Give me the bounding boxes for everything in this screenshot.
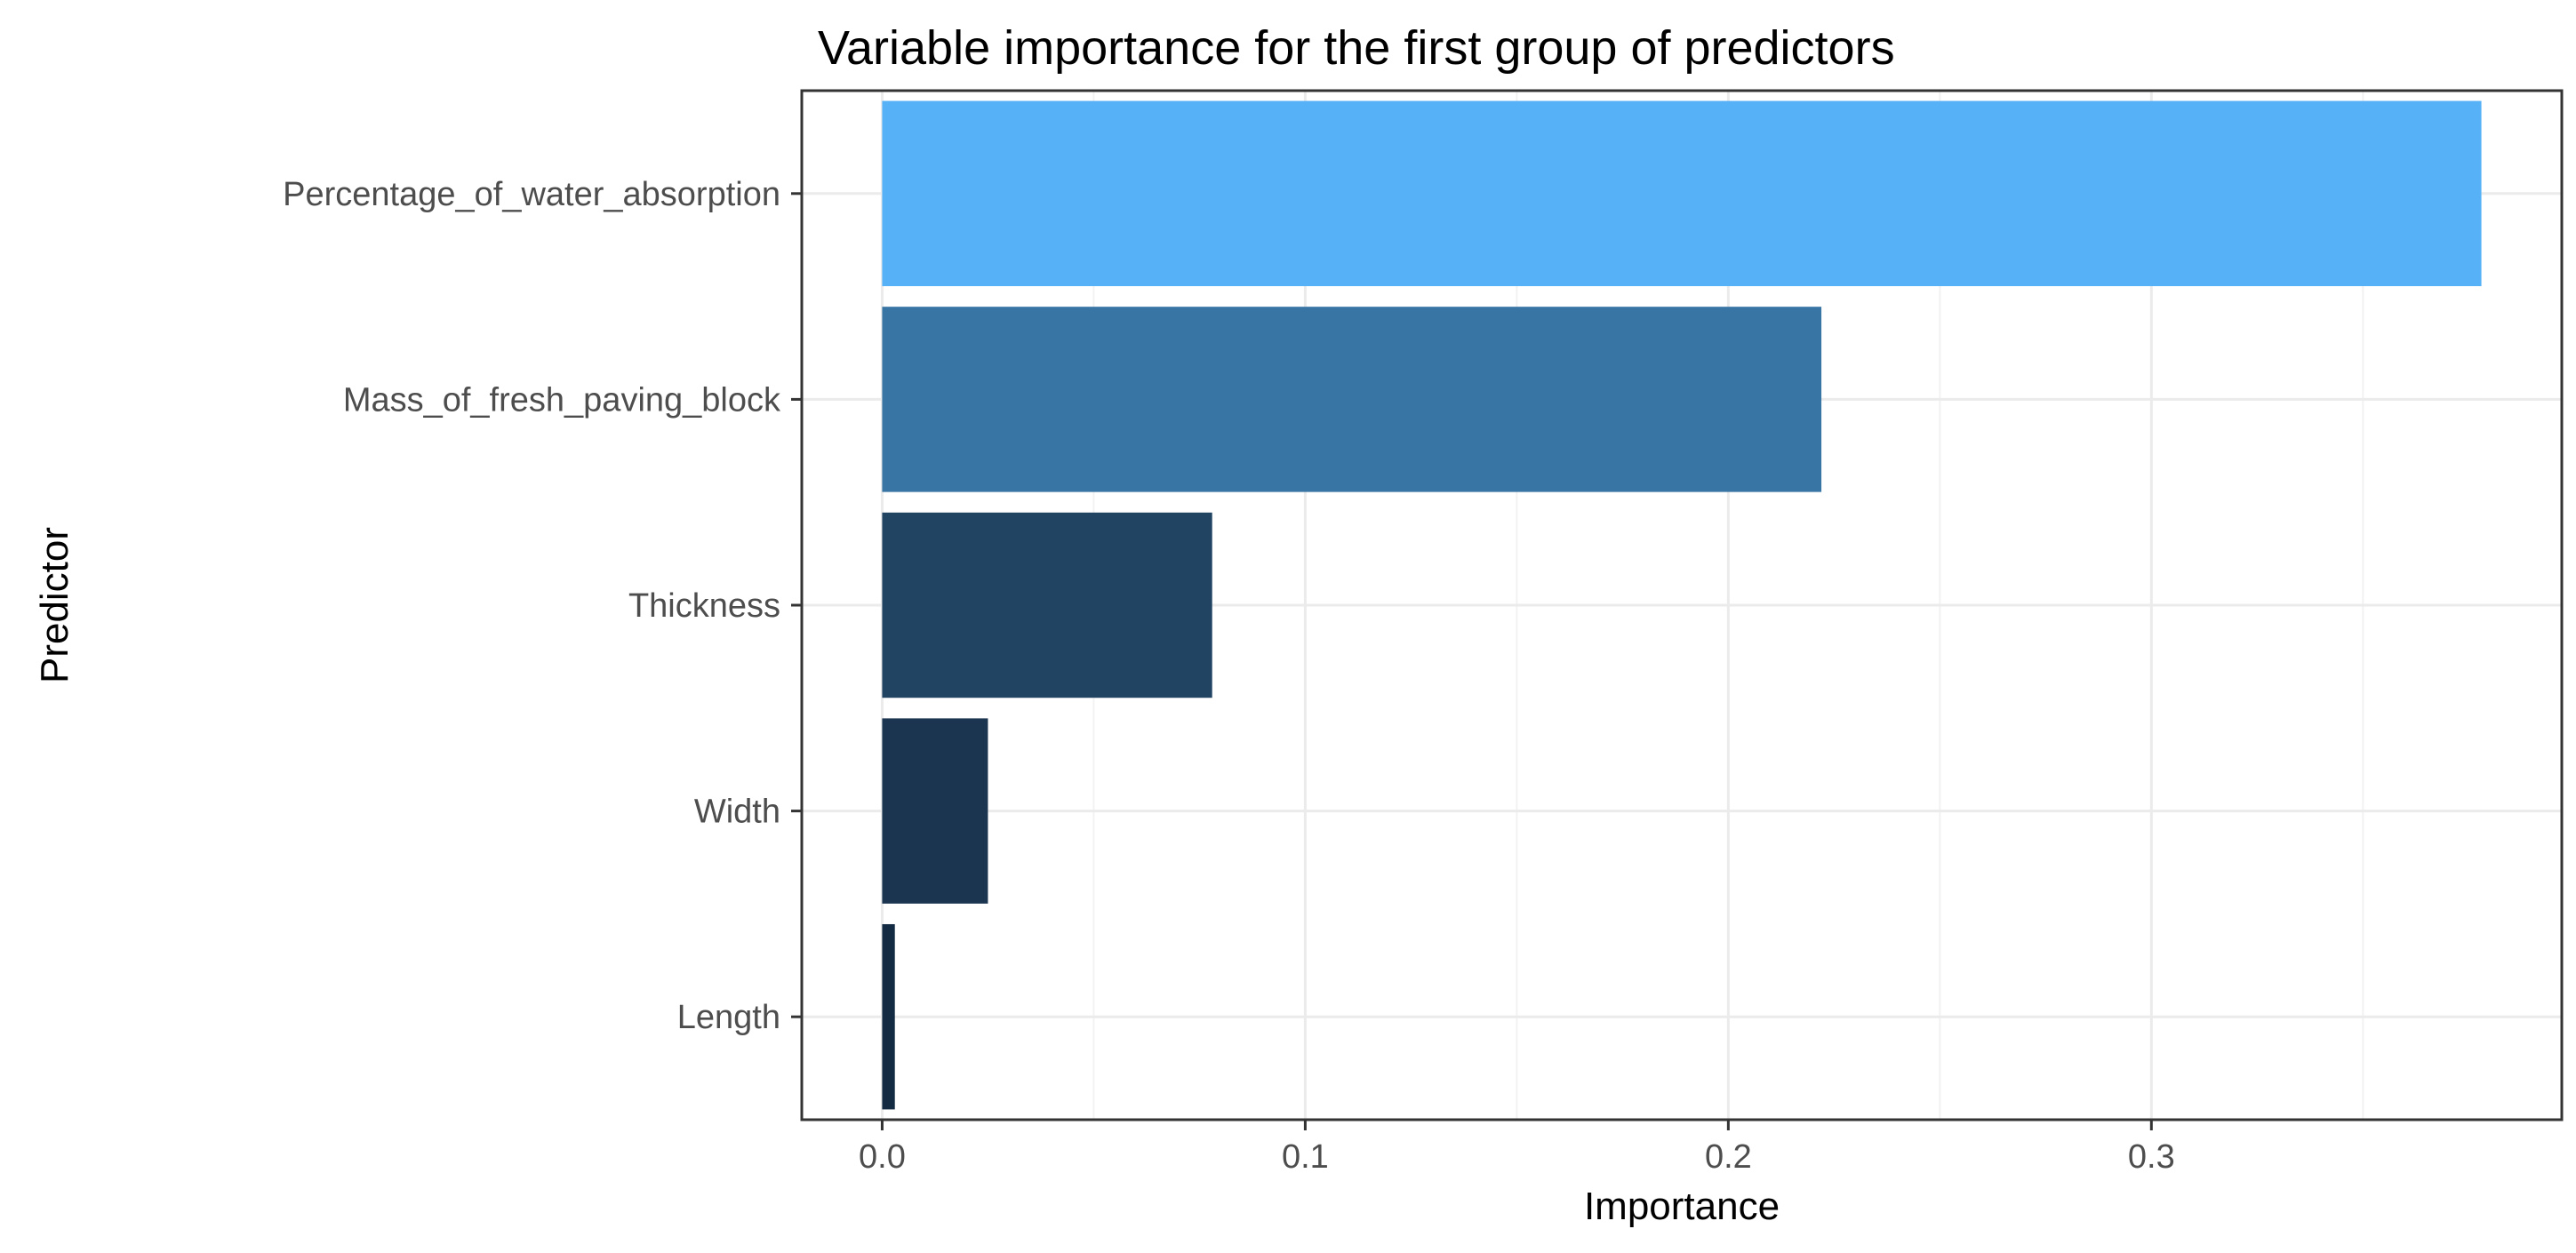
bar-length xyxy=(882,923,895,1110)
x-tick-label: 0.3 xyxy=(2128,1138,2175,1176)
bar-width xyxy=(882,718,988,904)
bar-thickness xyxy=(882,512,1212,698)
bars-layer xyxy=(882,100,2482,1110)
bar-percentage-of-water-absorption xyxy=(882,100,2482,287)
y-tick-label: Mass_of_fresh_paving_block xyxy=(343,381,781,419)
y-tick-label: Thickness xyxy=(628,587,780,625)
y-tick-label: Width xyxy=(694,794,780,831)
x-tick-label: 0.2 xyxy=(1705,1138,1752,1176)
x-tick-label: 0.1 xyxy=(1282,1138,1329,1176)
x-axis-label: Importance xyxy=(1584,1185,1780,1228)
y-tick-label: Percentage_of_water_absorption xyxy=(283,176,780,213)
bar-mass-of-fresh-paving-block xyxy=(882,307,1822,492)
x-tick-label: 0.0 xyxy=(859,1138,906,1176)
y-axis-label: Predictor xyxy=(33,527,76,683)
x-axis: 0.0 0.1 0.2 0.3 xyxy=(859,1120,2175,1176)
y-tick-label: Length xyxy=(677,999,780,1036)
chart-title: Variable importance for the first group … xyxy=(818,21,1895,75)
y-axis: Percentage_of_water_absorption Mass_of_fr… xyxy=(283,176,802,1036)
